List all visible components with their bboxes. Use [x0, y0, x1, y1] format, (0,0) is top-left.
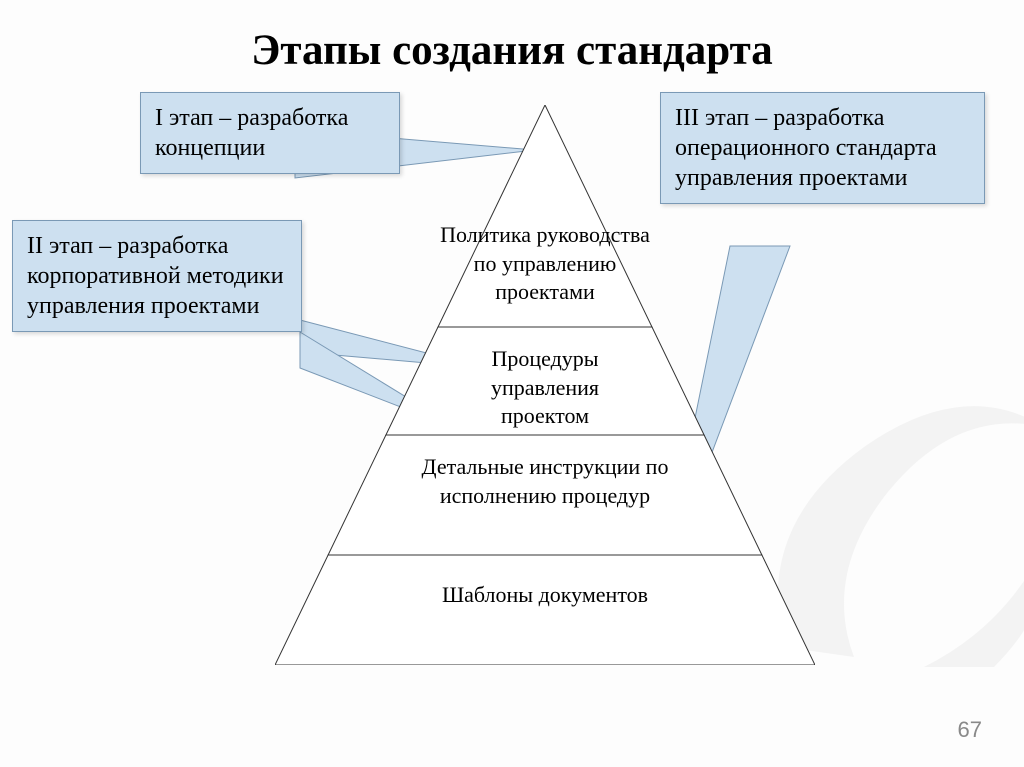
page-title: Этапы создания стандарта	[0, 26, 1024, 75]
page-number: 67	[958, 717, 982, 743]
callout-stage-2: II этап – разработка корпоративной метод…	[12, 220, 302, 332]
pyramid-level-1-label: Политика руководства по управлению проек…	[440, 221, 650, 307]
pyramid: Политика руководства по управлению проек…	[275, 105, 815, 665]
pyramid-level-3-label: Детальные инструкции по исполнению проце…	[410, 453, 680, 510]
pyramid-level-4-label: Шаблоны документов	[435, 581, 655, 610]
pyramid-level-4	[275, 555, 815, 665]
pyramid-level-2-label: Процедуры управления проектом	[455, 345, 635, 431]
